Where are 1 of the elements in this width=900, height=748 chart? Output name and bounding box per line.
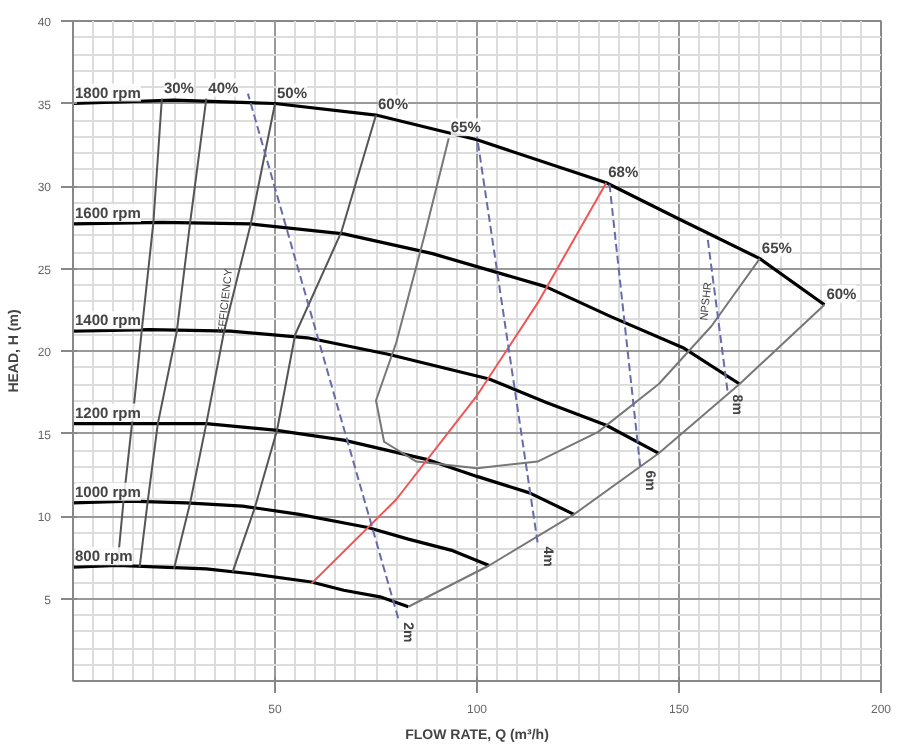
line-series	[231, 114, 377, 574]
